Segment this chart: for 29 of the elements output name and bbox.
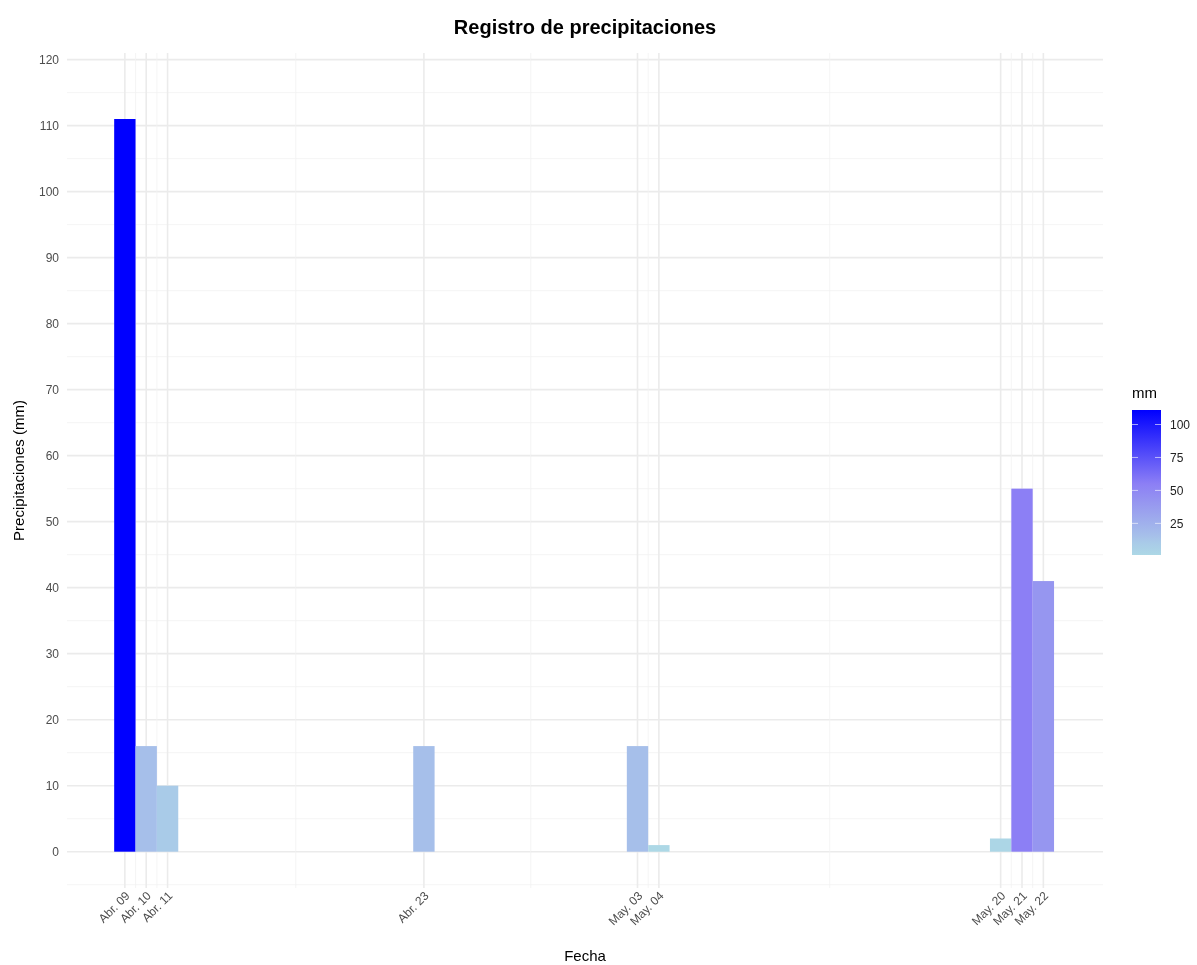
y-tick-label: 50 <box>45 515 60 529</box>
color-bar-label: 25 <box>1170 516 1184 531</box>
x-axis-title: Fecha <box>564 947 607 964</box>
y-axis-title: Precipitaciones (mm) <box>10 400 27 541</box>
color-bar-title: mm <box>1132 384 1157 401</box>
y-tick-label: 0 <box>52 845 60 860</box>
bar <box>989 838 1012 852</box>
y-tick-label: 90 <box>45 250 60 265</box>
x-tick-label: Abr. 23 <box>394 888 432 926</box>
y-tick-label: 120 <box>38 52 60 67</box>
color-bar-label: 50 <box>1170 483 1184 498</box>
bar <box>648 845 670 852</box>
y-tick-label: 70 <box>45 382 60 397</box>
chart-title: Registro de precipitaciones <box>453 16 717 38</box>
y-tick-label: 40 <box>45 581 60 595</box>
bar <box>1011 488 1033 852</box>
bar <box>1032 581 1055 852</box>
y-tick-label: 80 <box>45 316 60 331</box>
color-bar-label: 75 <box>1170 450 1184 465</box>
y-tick-label: 60 <box>45 448 60 463</box>
y-tick-label: 30 <box>45 647 60 662</box>
y-tick-label: 10 <box>45 779 60 794</box>
y-tick-label: 100 <box>38 184 60 199</box>
y-tick-label: 20 <box>45 713 60 728</box>
bar <box>114 119 136 852</box>
bar <box>626 746 649 852</box>
y-tick-label: 110 <box>39 118 60 133</box>
bar <box>413 746 435 852</box>
color-bar-label: 100 <box>1170 417 1191 432</box>
